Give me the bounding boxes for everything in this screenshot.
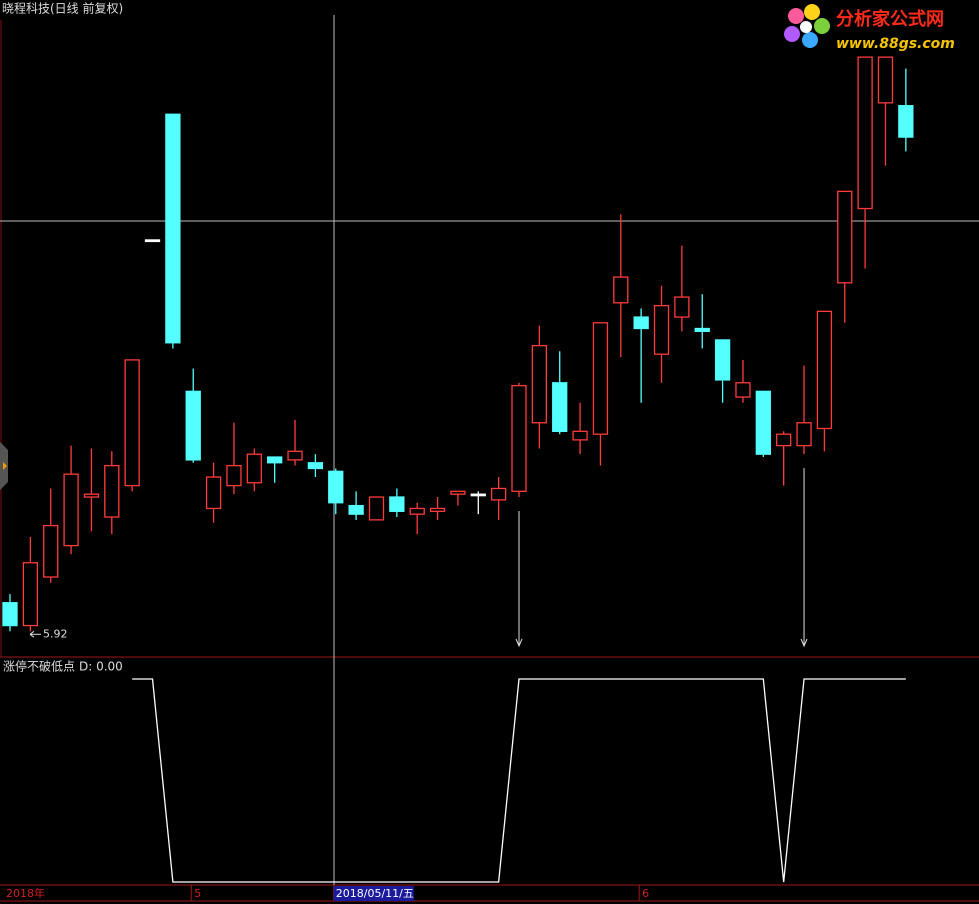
candle-body bbox=[837, 190, 853, 284]
candle-body bbox=[898, 105, 914, 138]
indicator-readout: D: 0.00 bbox=[79, 660, 123, 674]
candle-body bbox=[226, 464, 242, 487]
candle-body bbox=[531, 344, 548, 424]
candle-body bbox=[368, 496, 385, 521]
candle-body bbox=[552, 382, 568, 432]
crosshair-date-box bbox=[333, 886, 414, 901]
candle-body bbox=[185, 390, 201, 461]
candle-body bbox=[633, 316, 649, 330]
candle-body bbox=[572, 430, 588, 441]
low-label-arrowhead bbox=[29, 630, 35, 638]
candle-body bbox=[714, 339, 731, 381]
signal-arrowhead bbox=[515, 638, 523, 648]
candle-body bbox=[205, 476, 222, 510]
candle-body bbox=[613, 276, 629, 304]
candle-body bbox=[592, 322, 609, 435]
side-tab-arrow bbox=[3, 462, 7, 470]
candle-body bbox=[63, 473, 79, 547]
candle-body bbox=[511, 384, 527, 492]
x-tick-label: 6 bbox=[642, 887, 649, 900]
candle-body bbox=[796, 422, 812, 447]
candle-body bbox=[735, 382, 751, 398]
candle-body bbox=[653, 304, 670, 355]
candle-body bbox=[409, 507, 425, 515]
logo-url: www.88gs.com bbox=[836, 36, 955, 52]
chart-title: 晓程科技(日线 前复权) bbox=[2, 1, 123, 16]
x-tick-label: 5 bbox=[194, 887, 201, 900]
candle-body bbox=[307, 462, 324, 470]
candle-body bbox=[490, 487, 507, 501]
candle-body bbox=[43, 524, 59, 578]
logo-icon bbox=[784, 4, 830, 48]
candle-body bbox=[2, 602, 18, 627]
candle-body bbox=[389, 496, 405, 512]
candle-body bbox=[104, 464, 120, 518]
candle-body bbox=[267, 456, 283, 464]
candle-body bbox=[287, 450, 303, 461]
indicator-title: 涨停不破低点 bbox=[3, 659, 75, 674]
candle-body bbox=[674, 296, 690, 318]
candle-body bbox=[755, 390, 771, 455]
indicator-line bbox=[132, 678, 906, 883]
logo-name: 分析家公式网 bbox=[836, 8, 944, 30]
low-label: 5.92 bbox=[43, 627, 68, 640]
candle-body bbox=[165, 113, 181, 344]
candle-body bbox=[816, 310, 833, 430]
candle-body bbox=[22, 562, 39, 627]
candle-body bbox=[470, 493, 486, 497]
candle-body bbox=[857, 56, 873, 210]
x-tick-label: 2018年 bbox=[6, 886, 45, 900]
candle-body bbox=[124, 359, 140, 487]
candle-body bbox=[328, 470, 344, 504]
candle-body bbox=[877, 56, 894, 104]
candle-body bbox=[776, 433, 792, 447]
candle-body bbox=[83, 493, 100, 498]
candle-body bbox=[694, 327, 710, 333]
x-tick-label: 2018/05/11/五 bbox=[336, 887, 414, 900]
candle-body bbox=[144, 239, 161, 243]
candle-body bbox=[450, 490, 466, 495]
candle-body bbox=[429, 507, 446, 512]
signal-arrowhead bbox=[800, 638, 808, 648]
candle-body bbox=[348, 504, 364, 515]
candle-body bbox=[246, 453, 262, 484]
